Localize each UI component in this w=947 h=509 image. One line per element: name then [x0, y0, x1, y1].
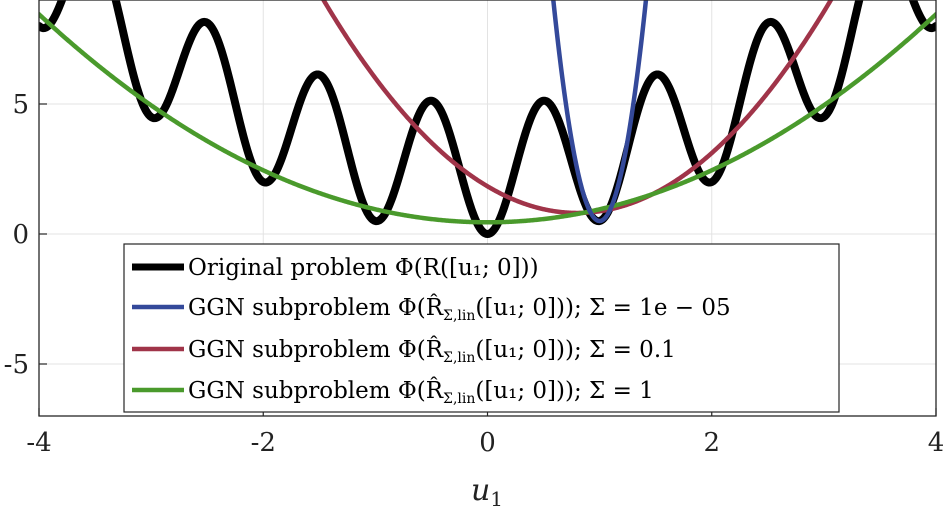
x-tick-label: -2 [251, 428, 276, 458]
y-tick-label: -5 [4, 350, 29, 380]
legend-entry-prefix: GGN subproblem Φ(R̂ [188, 295, 444, 321]
legend-entry-body: R([u₁; 0])) [423, 255, 539, 281]
legend-entry-1: GGN subproblem Φ(R̂Σ,lin([u₁; 0])); Σ = … [188, 295, 731, 324]
x-axis-label-main: u [471, 473, 490, 508]
series-line-2 [320, 0, 834, 216]
series-group [39, 0, 936, 238]
y-tick-label: 0 [12, 220, 29, 250]
legend-entry-prefix: Original problem Φ( [188, 255, 423, 281]
x-tick-label: 2 [703, 428, 720, 458]
x-tick-label: -4 [26, 428, 51, 458]
legend-entry-subscript: Σ,lin [443, 391, 475, 407]
legend-entry-body: ([u₁; 0])); Σ = 1e − 05 [475, 295, 730, 321]
series-line-3 [39, 12, 936, 225]
x-axis-label: u1 [471, 473, 503, 509]
legend-entry-3: GGN subproblem Φ(R̂Σ,lin([u₁; 0])); Σ = … [188, 378, 654, 407]
legend-entry-subscript: Σ,lin [443, 308, 475, 324]
y-tick-label: 5 [12, 90, 29, 120]
x-axis-label-sub: 1 [490, 487, 503, 509]
legend-entry-2: GGN subproblem Φ(R̂Σ,lin([u₁; 0])); Σ = … [188, 337, 676, 366]
legend-entry-subscript: Σ,lin [443, 350, 475, 366]
legend-entry-prefix: GGN subproblem Φ(R̂ [188, 378, 444, 404]
x-tick-label: 0 [479, 428, 496, 458]
legend-entry-0: Original problem Φ(R([u₁; 0])) [188, 255, 539, 281]
legend-entry-body: ([u₁; 0])); Σ = 0.1 [475, 337, 675, 363]
legend-box [123, 243, 840, 413]
legend-entry-body: ([u₁; 0])); Σ = 1 [475, 378, 653, 404]
series-line-0 [39, 0, 936, 238]
legend-entry-prefix: GGN subproblem Φ(R̂ [188, 337, 444, 363]
legend: Original problem Φ(R([u₁; 0])) GGN subpro… [123, 243, 840, 413]
x-tick-label: 4 [928, 428, 945, 458]
